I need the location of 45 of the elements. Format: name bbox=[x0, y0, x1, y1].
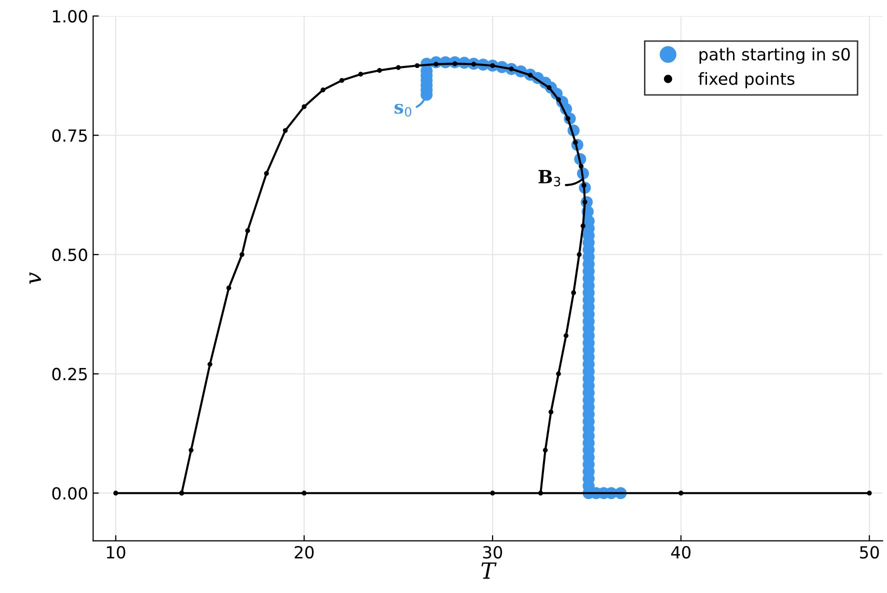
legend-label: fixed points bbox=[698, 72, 794, 88]
annotation: s$_{0}$ bbox=[394, 104, 412, 117]
point bbox=[542, 448, 548, 453]
point bbox=[240, 252, 244, 257]
point bbox=[576, 252, 582, 257]
point bbox=[245, 228, 250, 234]
point bbox=[302, 490, 307, 496]
point bbox=[264, 171, 269, 176]
point bbox=[578, 164, 584, 169]
point bbox=[678, 490, 684, 496]
y-tick-label: 0.00 bbox=[52, 487, 88, 500]
y-tick-label: 0.50 bbox=[52, 248, 88, 262]
point bbox=[396, 65, 401, 70]
y-axis-title: v bbox=[29, 272, 41, 284]
point bbox=[188, 448, 194, 453]
point bbox=[320, 88, 326, 92]
point bbox=[548, 410, 554, 414]
point bbox=[490, 490, 495, 496]
point bbox=[580, 224, 586, 228]
x-tick-label: 40 bbox=[671, 546, 690, 559]
point bbox=[208, 362, 212, 367]
point bbox=[866, 490, 872, 496]
y-tick-label: 0.25 bbox=[52, 368, 87, 380]
y-tick-label: 1.00 bbox=[52, 10, 88, 23]
x-tick-label: 30 bbox=[483, 546, 502, 559]
point bbox=[414, 63, 420, 68]
point bbox=[113, 490, 118, 496]
x-tick-label: 20 bbox=[294, 546, 314, 559]
point bbox=[556, 371, 561, 376]
x-axis-title: T bbox=[481, 562, 497, 579]
point bbox=[282, 128, 288, 133]
point bbox=[226, 286, 232, 290]
point bbox=[538, 490, 544, 496]
point bbox=[339, 78, 344, 83]
point bbox=[302, 104, 307, 110]
point bbox=[564, 333, 568, 338]
legend-label: path starting in s0 bbox=[700, 48, 850, 64]
x-tick-label: 10 bbox=[106, 546, 126, 559]
point bbox=[571, 290, 576, 296]
point bbox=[358, 72, 364, 77]
annotation: B$_{3}$ bbox=[538, 170, 560, 186]
y-tick-label: 0.75 bbox=[52, 129, 87, 142]
point bbox=[556, 97, 561, 102]
point bbox=[377, 68, 382, 73]
x-tick-label: 50 bbox=[860, 546, 879, 559]
